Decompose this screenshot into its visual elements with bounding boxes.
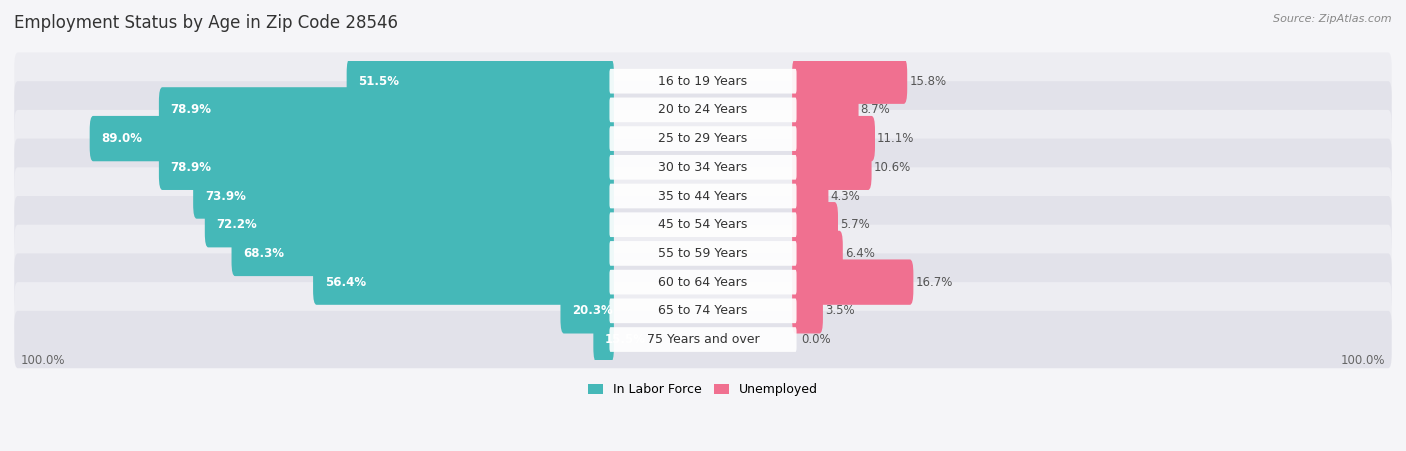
FancyBboxPatch shape <box>205 202 614 248</box>
Text: 5.7%: 5.7% <box>839 218 870 231</box>
FancyBboxPatch shape <box>609 97 797 122</box>
FancyBboxPatch shape <box>193 173 614 219</box>
Text: 55 to 59 Years: 55 to 59 Years <box>658 247 748 260</box>
Text: 11.1%: 11.1% <box>877 132 914 145</box>
Text: 8.7%: 8.7% <box>860 103 890 116</box>
Text: 35 to 44 Years: 35 to 44 Years <box>658 189 748 202</box>
FancyBboxPatch shape <box>14 81 1392 138</box>
FancyBboxPatch shape <box>609 299 797 323</box>
FancyBboxPatch shape <box>792 59 907 104</box>
Text: 0.0%: 0.0% <box>801 333 831 346</box>
Text: 30 to 34 Years: 30 to 34 Years <box>658 161 748 174</box>
FancyBboxPatch shape <box>347 59 614 104</box>
FancyBboxPatch shape <box>14 253 1392 311</box>
Text: 89.0%: 89.0% <box>101 132 142 145</box>
Text: 16 to 19 Years: 16 to 19 Years <box>658 75 748 87</box>
Text: Employment Status by Age in Zip Code 28546: Employment Status by Age in Zip Code 285… <box>14 14 398 32</box>
Legend: In Labor Force, Unemployed: In Labor Force, Unemployed <box>583 378 823 401</box>
FancyBboxPatch shape <box>314 259 614 305</box>
Text: 72.2%: 72.2% <box>217 218 257 231</box>
Text: 4.3%: 4.3% <box>831 189 860 202</box>
FancyBboxPatch shape <box>14 167 1392 225</box>
Text: 78.9%: 78.9% <box>170 103 211 116</box>
FancyBboxPatch shape <box>609 155 797 179</box>
FancyBboxPatch shape <box>14 110 1392 167</box>
FancyBboxPatch shape <box>609 126 797 151</box>
Text: 15.5%: 15.5% <box>605 333 645 346</box>
Text: Source: ZipAtlas.com: Source: ZipAtlas.com <box>1274 14 1392 23</box>
FancyBboxPatch shape <box>14 52 1392 110</box>
Text: 3.5%: 3.5% <box>825 304 855 318</box>
FancyBboxPatch shape <box>792 173 828 219</box>
FancyBboxPatch shape <box>792 202 838 248</box>
FancyBboxPatch shape <box>792 231 842 276</box>
FancyBboxPatch shape <box>561 288 614 333</box>
Text: 51.5%: 51.5% <box>359 75 399 87</box>
FancyBboxPatch shape <box>609 327 797 352</box>
FancyBboxPatch shape <box>609 184 797 208</box>
Text: 60 to 64 Years: 60 to 64 Years <box>658 276 748 289</box>
FancyBboxPatch shape <box>14 282 1392 340</box>
FancyBboxPatch shape <box>609 270 797 295</box>
Text: 10.6%: 10.6% <box>873 161 911 174</box>
FancyBboxPatch shape <box>792 87 859 133</box>
FancyBboxPatch shape <box>792 145 872 190</box>
Text: 6.4%: 6.4% <box>845 247 875 260</box>
Text: 100.0%: 100.0% <box>21 354 66 367</box>
Text: 15.8%: 15.8% <box>910 75 946 87</box>
Text: 75 Years and over: 75 Years and over <box>647 333 759 346</box>
FancyBboxPatch shape <box>609 212 797 237</box>
FancyBboxPatch shape <box>609 69 797 93</box>
Text: 16.7%: 16.7% <box>915 276 953 289</box>
Text: 25 to 29 Years: 25 to 29 Years <box>658 132 748 145</box>
Text: 56.4%: 56.4% <box>325 276 366 289</box>
FancyBboxPatch shape <box>159 145 614 190</box>
Text: 65 to 74 Years: 65 to 74 Years <box>658 304 748 318</box>
FancyBboxPatch shape <box>609 241 797 266</box>
FancyBboxPatch shape <box>14 138 1392 196</box>
FancyBboxPatch shape <box>90 116 614 161</box>
Text: 20.3%: 20.3% <box>572 304 613 318</box>
FancyBboxPatch shape <box>159 87 614 133</box>
Text: 20 to 24 Years: 20 to 24 Years <box>658 103 748 116</box>
Text: 68.3%: 68.3% <box>243 247 284 260</box>
Text: 100.0%: 100.0% <box>1340 354 1385 367</box>
FancyBboxPatch shape <box>14 225 1392 282</box>
Text: 78.9%: 78.9% <box>170 161 211 174</box>
Text: 45 to 54 Years: 45 to 54 Years <box>658 218 748 231</box>
Text: 73.9%: 73.9% <box>205 189 246 202</box>
FancyBboxPatch shape <box>14 311 1392 368</box>
FancyBboxPatch shape <box>792 259 914 305</box>
FancyBboxPatch shape <box>792 288 823 333</box>
FancyBboxPatch shape <box>792 116 875 161</box>
FancyBboxPatch shape <box>593 317 614 362</box>
FancyBboxPatch shape <box>14 196 1392 253</box>
FancyBboxPatch shape <box>232 231 614 276</box>
